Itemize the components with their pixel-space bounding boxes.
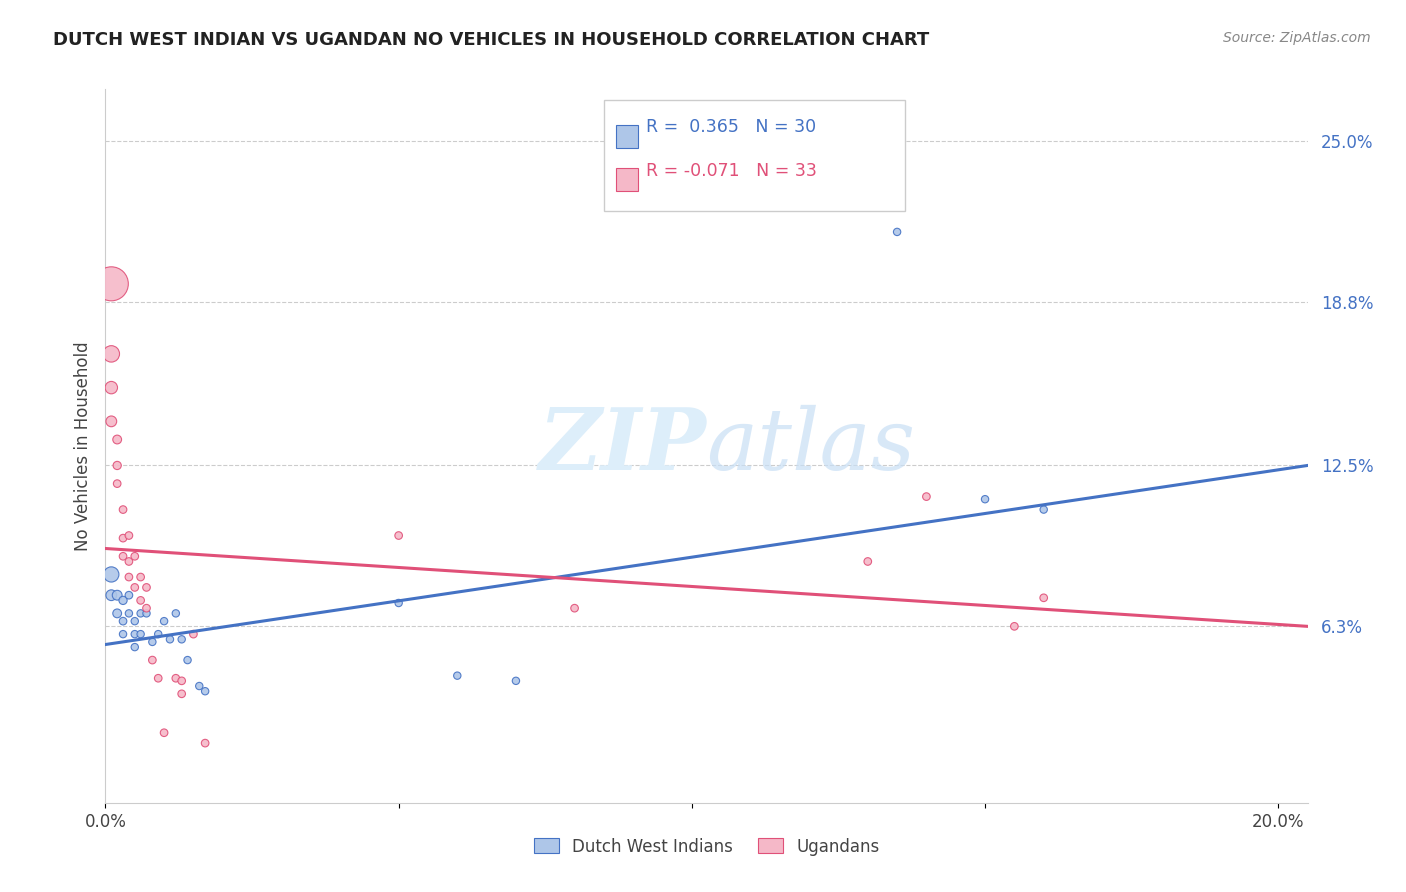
Point xyxy=(129,593,152,607)
Point xyxy=(124,549,146,564)
Point xyxy=(194,684,217,698)
Point xyxy=(1032,591,1054,605)
Point xyxy=(388,596,411,610)
Point xyxy=(105,607,128,621)
Point xyxy=(118,570,141,584)
Point xyxy=(135,607,157,621)
Point xyxy=(153,725,176,739)
Point xyxy=(194,736,217,750)
Point xyxy=(105,458,128,473)
Point xyxy=(100,588,122,602)
Point xyxy=(141,635,163,649)
Y-axis label: No Vehicles in Household: No Vehicles in Household xyxy=(73,341,91,551)
Point xyxy=(118,607,141,621)
Point xyxy=(446,668,468,682)
Bar xyxy=(616,125,638,148)
Point xyxy=(100,567,122,582)
Point xyxy=(112,593,135,607)
Point xyxy=(100,381,122,395)
Point xyxy=(118,554,141,568)
Point xyxy=(856,554,879,568)
Text: DUTCH WEST INDIAN VS UGANDAN NO VEHICLES IN HOUSEHOLD CORRELATION CHART: DUTCH WEST INDIAN VS UGANDAN NO VEHICLES… xyxy=(53,31,929,49)
Point xyxy=(1002,619,1025,633)
Point xyxy=(183,627,205,641)
Point xyxy=(105,476,128,491)
FancyBboxPatch shape xyxy=(605,100,905,211)
Point xyxy=(124,581,146,595)
Point xyxy=(170,687,193,701)
Point xyxy=(129,570,152,584)
Point xyxy=(112,502,135,516)
Point xyxy=(118,588,141,602)
Point xyxy=(100,347,122,361)
Point xyxy=(141,653,163,667)
Point xyxy=(135,581,157,595)
Legend: Dutch West Indians, Ugandans: Dutch West Indians, Ugandans xyxy=(527,831,886,863)
Point xyxy=(188,679,211,693)
Point xyxy=(564,601,586,615)
Point xyxy=(129,607,152,621)
Bar xyxy=(616,168,638,191)
Point xyxy=(100,414,122,428)
Text: Source: ZipAtlas.com: Source: ZipAtlas.com xyxy=(1223,31,1371,45)
Point xyxy=(165,607,187,621)
Text: R =  0.365   N = 30: R = 0.365 N = 30 xyxy=(647,118,817,136)
Point xyxy=(124,614,146,628)
Point xyxy=(112,531,135,545)
Point xyxy=(915,490,938,504)
Point xyxy=(112,549,135,564)
Point xyxy=(165,671,187,685)
Point xyxy=(129,627,152,641)
Point xyxy=(112,627,135,641)
Point xyxy=(170,632,193,647)
Point xyxy=(105,588,128,602)
Point xyxy=(124,627,146,641)
Point xyxy=(112,614,135,628)
Point xyxy=(148,627,170,641)
Text: atlas: atlas xyxy=(707,405,915,487)
Text: R = -0.071   N = 33: R = -0.071 N = 33 xyxy=(647,162,817,180)
Point xyxy=(1032,502,1054,516)
Point xyxy=(135,601,157,615)
Point xyxy=(886,225,908,239)
Point xyxy=(974,492,997,507)
Point xyxy=(388,528,411,542)
Point xyxy=(505,673,527,688)
Point xyxy=(153,614,176,628)
Point xyxy=(148,671,170,685)
Point xyxy=(124,640,146,654)
Point xyxy=(100,277,122,291)
Point xyxy=(118,528,141,542)
Point xyxy=(105,433,128,447)
Point xyxy=(170,673,193,688)
Point xyxy=(176,653,198,667)
Point xyxy=(159,632,181,647)
Text: ZIP: ZIP xyxy=(538,404,707,488)
